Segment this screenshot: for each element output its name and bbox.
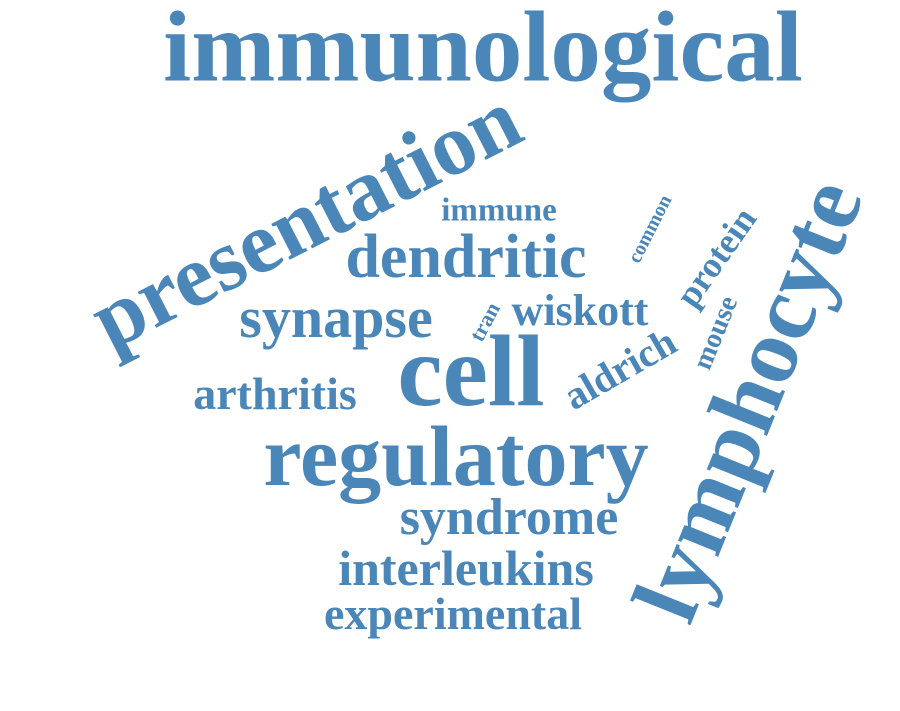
- word-interleukins: interleukins: [338, 540, 594, 596]
- word-aldrich: aldrich: [555, 318, 684, 419]
- word-regulatory: regulatory: [263, 408, 649, 504]
- word-immunological: immunological: [163, 0, 803, 103]
- word-syndrome: syndrome: [399, 489, 619, 546]
- word-experimental: experimental: [323, 588, 583, 639]
- word-dendritic: dendritic: [345, 223, 587, 291]
- word-common: common: [623, 191, 677, 267]
- word-arthritis: arthritis: [193, 368, 357, 419]
- word-cell: cell: [397, 315, 545, 428]
- word-immune: immune: [441, 192, 557, 229]
- word-wiskott: wiskott: [511, 286, 649, 335]
- word-synapse: synapse: [239, 285, 433, 350]
